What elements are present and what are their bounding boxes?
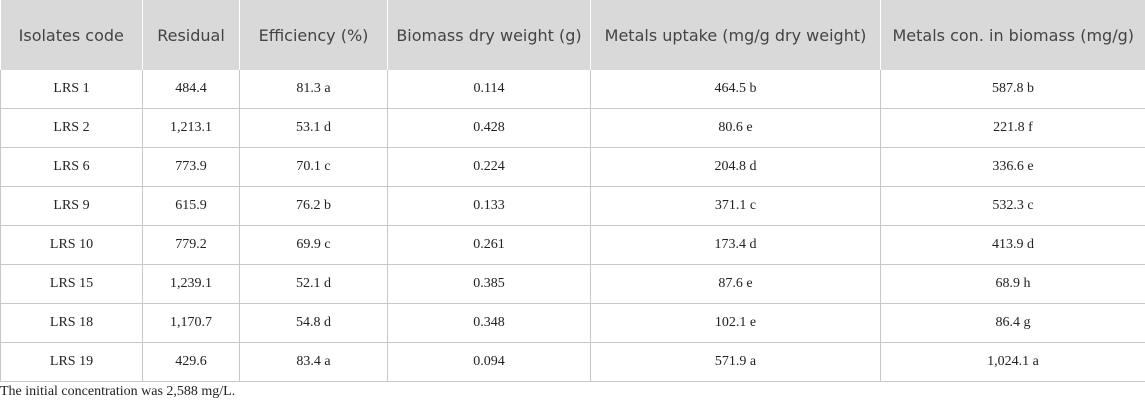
cell-biomass: 0.114 [387,70,591,109]
cell-efficiency: 52.1 d [239,264,388,304]
cell-biomass: 0.133 [387,186,591,226]
cell-efficiency: 69.9 c [239,225,388,265]
cell-efficiency: 76.2 b [239,186,388,226]
header-residual: Residual [142,0,240,70]
cell-concentration: 532.3 c [880,186,1145,226]
header-biomass-dry-weight: Biomass dry weight (g) [387,0,591,70]
cell-uptake: 464.5 b [590,70,881,109]
cell-isolate-code: LRS 19 [0,342,143,382]
cell-isolate-code: LRS 10 [0,225,143,265]
cell-biomass: 0.428 [387,108,591,148]
table-row: LRS 10 779.2 69.9 c 0.261 173.4 d 413.9 … [0,225,1145,265]
cell-uptake: 571.9 a [590,342,881,382]
header-metals-uptake: Metals uptake (mg/g dry weight) [590,0,881,70]
cell-residual: 779.2 [142,225,240,265]
cell-efficiency: 70.1 c [239,147,388,187]
cell-uptake: 102.1 e [590,303,881,343]
cell-efficiency: 81.3 a [239,70,388,109]
cell-concentration: 1,024.1 a [880,342,1145,382]
cell-concentration: 587.8 b [880,70,1145,109]
results-table-container: Isolates code Residual Efficiency (%) Bi… [0,0,1145,382]
cell-residual: 1,170.7 [142,303,240,343]
cell-concentration: 68.9 h [880,264,1145,304]
cell-isolate-code: LRS 1 [0,70,143,109]
table-row: LRS 6 773.9 70.1 c 0.224 204.8 d 336.6 e [0,147,1145,187]
cell-concentration: 221.8 f [880,108,1145,148]
cell-residual: 615.9 [142,186,240,226]
table-row: LRS 15 1,239.1 52.1 d 0.385 87.6 e 68.9 … [0,264,1145,304]
cell-uptake: 371.1 c [590,186,881,226]
cell-efficiency: 53.1 d [239,108,388,148]
cell-residual: 1,213.1 [142,108,240,148]
header-isolates-code: Isolates code [0,0,143,70]
cell-concentration: 86.4 g [880,303,1145,343]
cell-biomass: 0.094 [387,342,591,382]
results-table: Isolates code Residual Efficiency (%) Bi… [0,0,1145,382]
cell-efficiency: 54.8 d [239,303,388,343]
cell-residual: 1,239.1 [142,264,240,304]
cell-isolate-code: LRS 2 [0,108,143,148]
cell-concentration: 413.9 d [880,225,1145,265]
cell-biomass: 0.385 [387,264,591,304]
cell-biomass: 0.261 [387,225,591,265]
cell-isolate-code: LRS 6 [0,147,143,187]
cell-isolate-code: LRS 15 [0,264,143,304]
table-footnote: The initial concentration was 2,588 mg/L… [0,384,236,399]
cell-isolate-code: LRS 18 [0,303,143,343]
header-efficiency: Efficiency (%) [239,0,388,70]
cell-residual: 773.9 [142,147,240,187]
cell-uptake: 80.6 e [590,108,881,148]
table-row: LRS 18 1,170.7 54.8 d 0.348 102.1 e 86.4… [0,303,1145,343]
cell-uptake: 87.6 e [590,264,881,304]
table-row: LRS 2 1,213.1 53.1 d 0.428 80.6 e 221.8 … [0,108,1145,148]
cell-uptake: 173.4 d [590,225,881,265]
cell-biomass: 0.348 [387,303,591,343]
table-row: LRS 19 429.6 83.4 a 0.094 571.9 a 1,024.… [0,342,1145,382]
table-row: LRS 9 615.9 76.2 b 0.133 371.1 c 532.3 c [0,186,1145,226]
cell-isolate-code: LRS 9 [0,186,143,226]
cell-concentration: 336.6 e [880,147,1145,187]
cell-biomass: 0.224 [387,147,591,187]
header-row: Isolates code Residual Efficiency (%) Bi… [0,0,1145,70]
table-row: LRS 1 484.4 81.3 a 0.114 464.5 b 587.8 b [0,70,1145,109]
cell-uptake: 204.8 d [590,147,881,187]
header-metals-con: Metals con. in biomass (mg/g) [880,0,1145,70]
cell-efficiency: 83.4 a [239,342,388,382]
cell-residual: 484.4 [142,70,240,109]
cell-residual: 429.6 [142,342,240,382]
